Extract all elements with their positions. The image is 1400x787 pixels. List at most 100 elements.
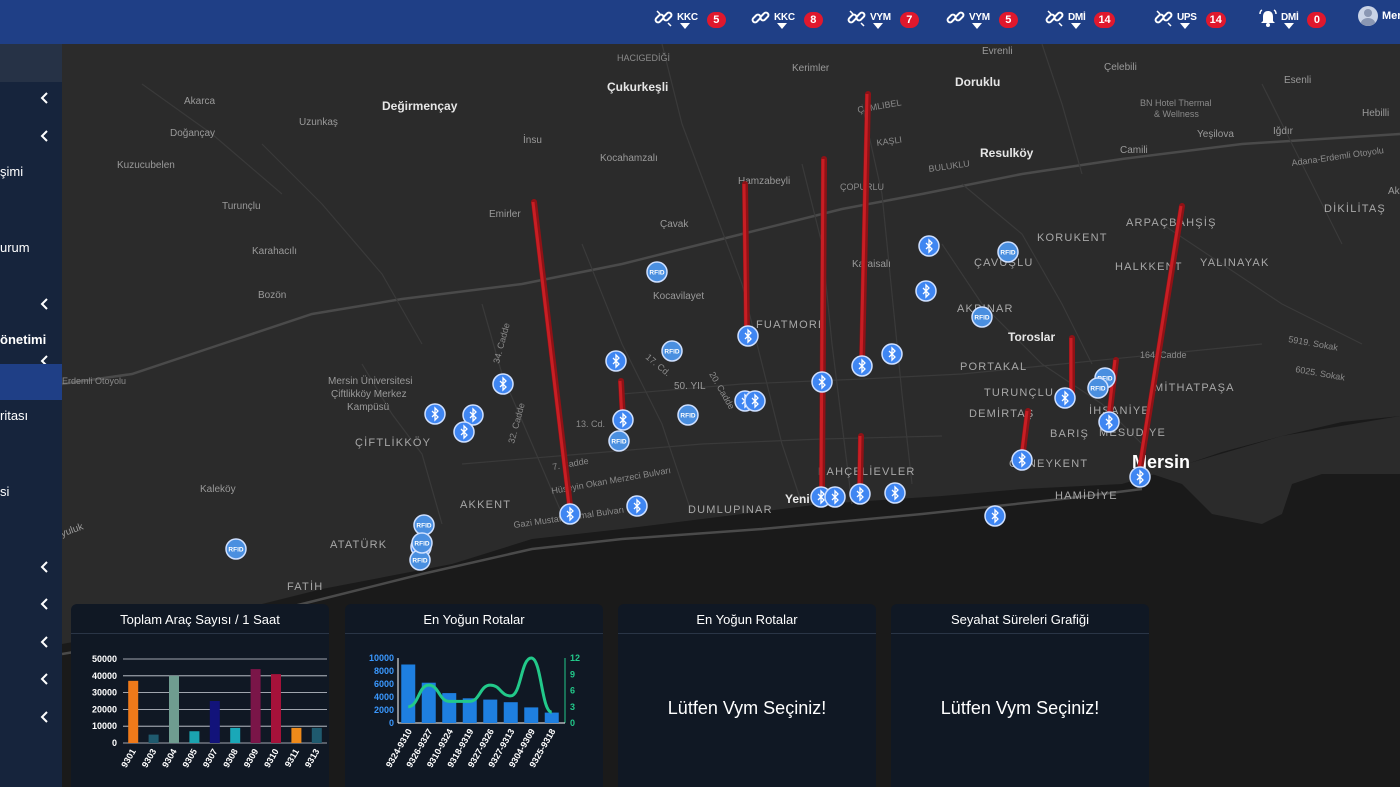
bar-9313[interactable] [311, 727, 322, 743]
rfid-marker[interactable]: RFID [1087, 377, 1109, 399]
sidebar-item-label[interactable]: ritası [0, 408, 29, 423]
x-tick-label: 9301 [119, 747, 138, 769]
sidebar-item-label[interactable]: si [0, 484, 10, 499]
bar-9324-9310[interactable] [401, 664, 416, 724]
map-place-label: Çiftlikköy Merkez [331, 389, 407, 400]
sidebar-menu-toggle-4[interactable] [0, 550, 62, 586]
bluetooth-icon [431, 406, 439, 422]
bluetooth-marker[interactable] [915, 280, 937, 302]
bar-9326-9327[interactable] [421, 682, 436, 723]
rfid-marker[interactable]: RFID [677, 404, 699, 426]
bar-9301[interactable] [128, 680, 139, 743]
map-place-label: HAMİDİYE [1055, 489, 1118, 502]
alert-kkc-0[interactable]: KKC 5 [654, 8, 726, 32]
bar-9304[interactable] [169, 675, 179, 743]
rfid-marker[interactable]: RFID [646, 261, 668, 283]
detector-bar-highlight [1106, 359, 1117, 420]
map-place-label: Esenli [1284, 75, 1311, 86]
map-place-label: MİTHATPAŞA [1154, 381, 1235, 394]
bluetooth-marker[interactable] [984, 505, 1006, 527]
bluetooth-marker[interactable] [1129, 466, 1151, 488]
sidebar-menu-toggle-6[interactable] [0, 625, 62, 661]
bluetooth-marker[interactable] [612, 409, 634, 431]
bluetooth-marker[interactable] [881, 343, 903, 365]
bar-9307[interactable] [209, 701, 220, 743]
sidebar-menu-toggle-5[interactable] [0, 587, 62, 623]
map-road [62, 132, 1400, 386]
bluetooth-icon [1018, 452, 1026, 468]
sidebar-item-label[interactable]: urum [0, 240, 30, 255]
alert-vym-2[interactable]: VYM 7 [847, 8, 919, 32]
sidebar-menu-toggle-2[interactable] [0, 287, 62, 323]
rfid-label: RFID [664, 349, 679, 356]
rfid-marker[interactable]: RFID [971, 306, 993, 328]
bluetooth-marker[interactable] [559, 503, 581, 525]
bluetooth-marker[interactable] [453, 421, 475, 443]
bluetooth-marker[interactable] [849, 483, 871, 505]
bar-9311[interactable] [291, 727, 302, 743]
map-place-label: FUATMORE [756, 319, 827, 331]
bluetooth-marker[interactable] [1011, 449, 1033, 471]
bluetooth-marker[interactable] [462, 404, 484, 426]
bluetooth-marker[interactable] [884, 482, 906, 504]
rfid-marker[interactable]: RFID [608, 430, 630, 452]
map-place-label: 50. YIL [674, 381, 706, 392]
y2-tick-label: 0 [570, 718, 575, 728]
bluetooth-marker[interactable] [605, 350, 627, 372]
sidebar-menu-toggle-7[interactable] [0, 662, 62, 698]
bluetooth-marker[interactable] [737, 325, 759, 347]
sidebar-menu-toggle-8[interactable] [0, 700, 62, 736]
bluetooth-marker[interactable] [424, 403, 446, 425]
rfid-marker[interactable]: RFID [225, 538, 247, 560]
bar-9308[interactable] [230, 727, 241, 743]
map-place-label: Çavak [660, 219, 689, 230]
sidebar-menu-toggle-1[interactable] [0, 119, 62, 155]
map-place-label: Değirmençay [382, 99, 458, 113]
bar-9309[interactable] [250, 669, 261, 743]
bluetooth-marker[interactable] [918, 235, 940, 257]
bluetooth-marker[interactable] [851, 355, 873, 377]
bluetooth-marker[interactable] [811, 371, 833, 393]
rfid-marker[interactable]: RFID [661, 340, 683, 362]
x-tick-label: 9308 [221, 747, 240, 769]
alert-dmi̇-6[interactable]: DMİ 0 [1258, 8, 1327, 32]
alert-dmi̇-4[interactable]: DMİ 14 [1045, 8, 1115, 32]
map-place-label: Bozön [258, 290, 286, 301]
bar-9310-9324[interactable] [442, 693, 457, 723]
sidebar-item-label[interactable]: şimi [0, 164, 24, 179]
bluetooth-marker[interactable] [492, 373, 514, 395]
y-tick-label: 6000 [374, 679, 394, 689]
bar-9304-9309[interactable] [524, 707, 539, 723]
rfid-marker[interactable]: RFID [997, 241, 1019, 263]
rfid-marker[interactable]: RFID [413, 514, 435, 536]
bluetooth-marker[interactable] [824, 486, 846, 508]
x-tick-label: 9311 [283, 747, 301, 769]
x-tick-label: 9307 [201, 747, 220, 769]
trend-line[interactable] [407, 656, 553, 714]
bar-9327-9313[interactable] [503, 702, 518, 723]
panel-busiest-routes: En Yoğun Rotalar Lütfen Vym Seçiniz! [618, 604, 876, 787]
bluetooth-icon [633, 498, 641, 514]
bar-9325-9318[interactable] [544, 712, 559, 723]
bar-9327-9326[interactable] [483, 699, 498, 723]
alert-vym-3[interactable]: VYM 5 [946, 8, 1018, 32]
bar-9305[interactable] [189, 731, 200, 743]
bluetooth-marker[interactable] [1098, 411, 1120, 433]
alert-kkc-1[interactable]: KKC 8 [751, 8, 823, 32]
sidebar-item-label[interactable]: önetimi [0, 332, 47, 347]
map-place-label: Kaleköy [200, 484, 236, 495]
alert-ups-5[interactable]: UPS 14 [1154, 8, 1226, 32]
bluetooth-marker[interactable] [744, 390, 766, 412]
rfid-marker[interactable]: RFID [411, 532, 433, 554]
bar-9310[interactable] [271, 674, 281, 743]
map-road [801, 163, 853, 505]
bluetooth-marker[interactable] [626, 495, 648, 517]
bar-9318-9319[interactable] [462, 698, 477, 723]
sidebar-menu-toggle-0[interactable] [0, 81, 62, 117]
user-menu[interactable]: Mer [1358, 6, 1400, 26]
bluetooth-marker[interactable] [1054, 387, 1076, 409]
y2-tick-label: 3 [570, 702, 575, 712]
sidebar-item-active[interactable] [0, 364, 62, 400]
chevron-left-icon [40, 598, 48, 610]
bar-9303[interactable] [148, 734, 159, 743]
